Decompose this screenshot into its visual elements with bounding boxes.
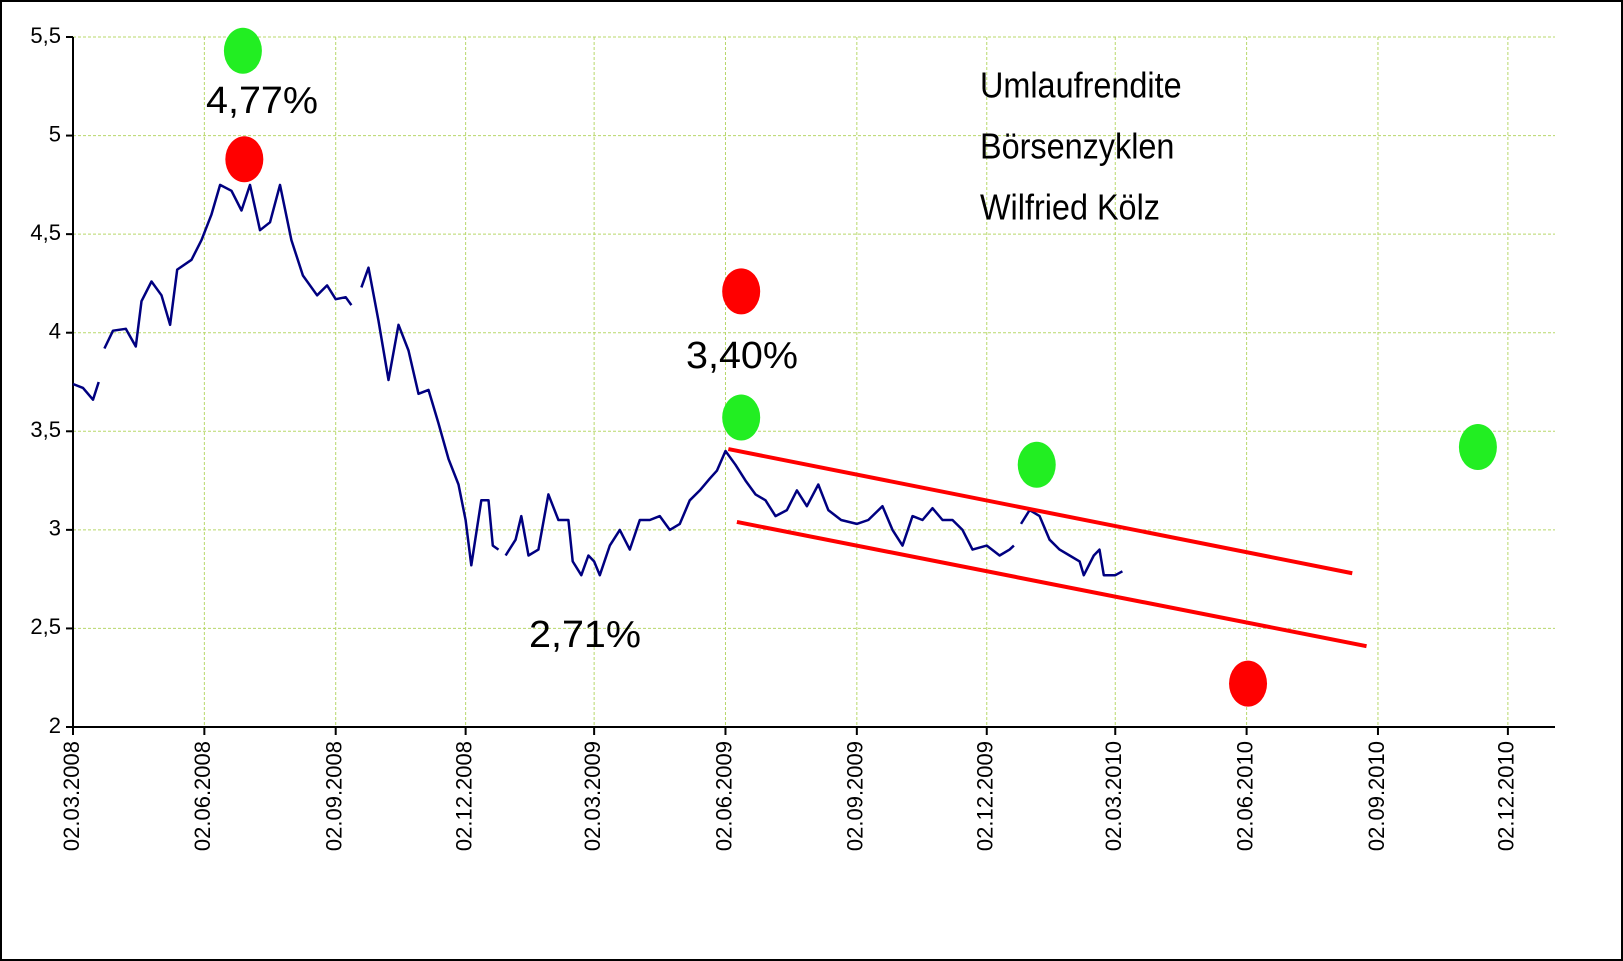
signal-marker [223, 27, 262, 74]
x-tick-label: 02.09.2010 [1364, 741, 1389, 851]
annotation: 4,77% [206, 80, 318, 122]
x-tick-label: 02.03.2008 [59, 741, 84, 851]
y-tick-label: 4,5 [30, 220, 61, 245]
x-tick-label: 02.12.2009 [973, 741, 998, 851]
signal-marker [1017, 441, 1056, 488]
y-tick-label: 2,5 [30, 614, 61, 639]
note-text: Börsenzyklen [980, 127, 1174, 167]
note-text: Umlaufrendite [980, 66, 1182, 106]
signal-marker [1229, 660, 1268, 707]
y-tick-label: 4 [49, 319, 61, 344]
x-tick-label: 02.09.2008 [322, 741, 347, 851]
trend-line [727, 447, 1353, 576]
data-line [72, 183, 1124, 577]
y-tick-label: 3,5 [30, 417, 61, 442]
y-tick-label: 5,5 [30, 23, 61, 48]
signal-marker [225, 136, 264, 183]
note-text: Wilfried Kölz [980, 188, 1160, 228]
y-tick-label: 5 [49, 121, 61, 146]
x-tick-label: 02.12.2008 [451, 741, 476, 851]
x-tick-label: 02.06.2008 [190, 741, 215, 851]
y-tick-label: 3 [49, 516, 61, 541]
y-tick-label: 2 [49, 713, 61, 738]
signal-marker [722, 394, 761, 441]
annotation: 3,40% [686, 335, 798, 377]
signal-marker [722, 268, 761, 315]
x-tick-label: 02.06.2010 [1232, 741, 1257, 851]
x-tick-label: 02.06.2009 [711, 741, 736, 851]
trend-line [736, 520, 1367, 649]
x-tick-label: 02.03.2009 [580, 741, 605, 851]
x-tick-label: 02.03.2010 [1101, 741, 1126, 851]
x-tick-label: 02.09.2009 [843, 741, 868, 851]
signal-marker [1458, 424, 1497, 471]
annotation: 2,71% [529, 614, 641, 656]
x-tick-label: 02.12.2010 [1494, 741, 1519, 851]
